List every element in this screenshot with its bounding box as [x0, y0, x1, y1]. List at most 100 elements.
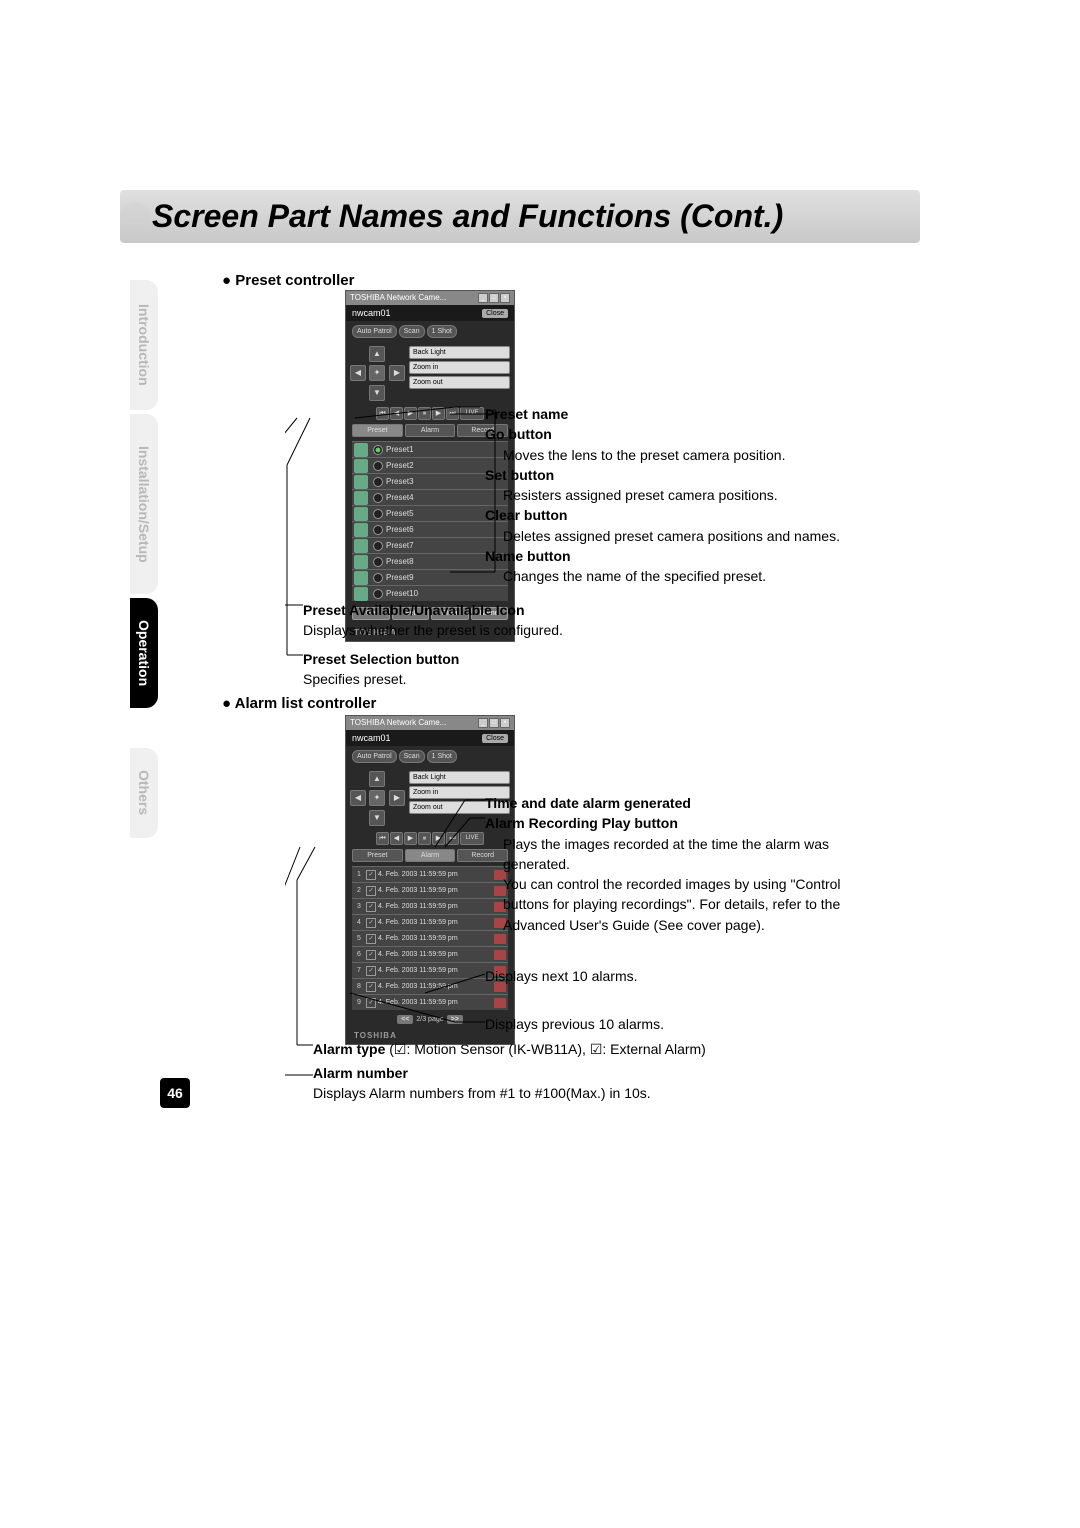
alarm-play-button[interactable] [494, 950, 506, 960]
rewind-fast-icon[interactable]: ⏮ [376, 832, 389, 845]
maximize-icon[interactable]: □ [489, 293, 499, 303]
dpad-right-icon[interactable]: ▶ [389, 365, 405, 381]
anno-clear-title: Clear button [485, 505, 865, 525]
camera-name: nwcam01 [352, 308, 391, 318]
alarm-type-icon: ✓ [366, 950, 376, 960]
page-title-bar: Screen Part Names and Functions (Cont.) [120, 190, 920, 243]
preset-available-icon [354, 587, 368, 601]
alarm-type-icon: ✓ [366, 998, 376, 1008]
backlight-button[interactable]: Back Light [409, 771, 510, 784]
live-button[interactable]: LIVE [460, 832, 484, 845]
preset-selection-radio[interactable] [373, 477, 383, 487]
minimize-icon[interactable]: _ [478, 293, 488, 303]
dpad-down-icon[interactable]: ▼ [369, 385, 385, 401]
close-button[interactable]: Close [482, 309, 508, 318]
anno-avail-title: Preset Available/Unavailable Icon [303, 600, 753, 620]
auto-patrol-button[interactable]: Auto Patrol [352, 325, 397, 338]
rewind-icon[interactable]: ◀ [390, 407, 403, 420]
dpad-center-icon[interactable]: ✦ [369, 790, 385, 806]
alarm-type-icon: ✓ [366, 918, 376, 928]
page-number: 46 [160, 1078, 190, 1108]
anno-playbtn-title: Alarm Recording Play button [485, 813, 865, 833]
preset-heading: Preset controller [222, 272, 354, 289]
alarm-timestamp: 4. Feb. 2003 11:59:59 pm [378, 887, 492, 894]
alarm-number-cell: 1 [354, 871, 364, 878]
preset-available-icon [354, 475, 368, 489]
dpad-up-icon[interactable]: ▲ [369, 346, 385, 362]
alarm-timestamp: 4. Feb. 2003 11:59:59 pm [378, 871, 492, 878]
preset-available-icon [354, 459, 368, 473]
preset-label: Preset5 [386, 509, 414, 518]
dpad-center-icon[interactable]: ✦ [369, 365, 385, 381]
preset-available-icon [354, 491, 368, 505]
oneshot-button[interactable]: 1 Shot [427, 325, 457, 338]
alarm-timestamp: 4. Feb. 2003 11:59:59 pm [378, 999, 492, 1006]
preset-selection-radio[interactable] [373, 509, 383, 519]
scan-button[interactable]: Scan [399, 750, 425, 763]
dpad-left-icon[interactable]: ◀ [350, 365, 366, 381]
preset-available-icon [354, 555, 368, 569]
zoom-in-button[interactable]: Zoom in [409, 361, 510, 374]
close-icon[interactable]: × [500, 293, 510, 303]
preset-label: Preset10 [386, 589, 418, 598]
alarm-timestamp: 4. Feb. 2003 11:59:59 pm [378, 983, 492, 990]
scan-button[interactable]: Scan [399, 325, 425, 338]
backlight-button[interactable]: Back Light [409, 346, 510, 359]
preset-selection-radio[interactable] [373, 557, 383, 567]
live-button[interactable]: LIVE [460, 407, 484, 420]
preset-label: Preset3 [386, 477, 414, 486]
anno-go-desc: Moves the lens to the preset camera posi… [503, 445, 865, 465]
forward-fast-icon[interactable]: ⏭ [446, 832, 459, 845]
alarm-number-cell: 7 [354, 967, 364, 974]
preset-selection-radio[interactable] [373, 589, 383, 599]
alarm-type-icon: ✓ [366, 870, 376, 880]
preset-selection-radio[interactable] [373, 541, 383, 551]
zoom-out-button[interactable]: Zoom out [409, 376, 510, 389]
anno-name-title: Name button [485, 546, 865, 566]
alarm-type-icon: ✓ [366, 902, 376, 912]
tab-alarm[interactable]: Alarm [405, 424, 456, 437]
pager-next-button[interactable]: >> [447, 1015, 463, 1024]
alarm-play-button[interactable] [494, 998, 506, 1008]
alarm-timestamp: 4. Feb. 2003 11:59:59 pm [378, 919, 492, 926]
pause-icon[interactable]: ⏸ [418, 407, 431, 420]
page-title: Screen Part Names and Functions (Cont.) [152, 198, 908, 235]
tab-preset[interactable]: Preset [352, 424, 403, 437]
preset-row[interactable]: Preset10 [352, 585, 508, 601]
preset-label: Preset2 [386, 461, 414, 470]
rewind-fast-icon[interactable]: ⏮ [376, 407, 389, 420]
dpad-down-icon[interactable]: ▼ [369, 810, 385, 826]
dpad-up-icon[interactable]: ▲ [369, 771, 385, 787]
preset-selection-radio[interactable] [373, 525, 383, 535]
tab-alarm[interactable]: Alarm [405, 849, 456, 862]
forward-icon[interactable]: ▶ [432, 407, 445, 420]
preset-label: Preset6 [386, 525, 414, 534]
dpad-left-icon[interactable]: ◀ [350, 790, 366, 806]
alarm-number-cell: 5 [354, 935, 364, 942]
anno-timedate-title: Time and date alarm generated [485, 793, 865, 813]
tab-preset[interactable]: Preset [352, 849, 403, 862]
preset-selection-radio[interactable] [373, 445, 383, 455]
preset-selection-radio[interactable] [373, 493, 383, 503]
play-icon[interactable]: ▶ [404, 832, 417, 845]
forward-icon[interactable]: ▶ [432, 832, 445, 845]
close-button[interactable]: Close [482, 734, 508, 743]
auto-patrol-button[interactable]: Auto Patrol [352, 750, 397, 763]
maximize-icon[interactable]: □ [489, 718, 499, 728]
rewind-icon[interactable]: ◀ [390, 832, 403, 845]
forward-fast-icon[interactable]: ⏭ [446, 407, 459, 420]
play-icon[interactable]: ▶ [404, 407, 417, 420]
pager-prev-button[interactable]: << [397, 1015, 413, 1024]
alarm-type-icon: ✓ [366, 966, 376, 976]
close-icon[interactable]: × [500, 718, 510, 728]
pause-icon[interactable]: ⏸ [418, 832, 431, 845]
preset-selection-radio[interactable] [373, 461, 383, 471]
anno-avail-desc: Displays whether the preset is configure… [303, 620, 753, 640]
window-title: TOSHIBA Network Came... [350, 293, 446, 303]
minimize-icon[interactable]: _ [478, 718, 488, 728]
oneshot-button[interactable]: 1 Shot [427, 750, 457, 763]
anno-preset-name: Preset name [485, 404, 865, 424]
preset-selection-radio[interactable] [373, 573, 383, 583]
dpad-right-icon[interactable]: ▶ [389, 790, 405, 806]
anno-playbtn-desc: Plays the images recorded at the time th… [503, 834, 865, 935]
